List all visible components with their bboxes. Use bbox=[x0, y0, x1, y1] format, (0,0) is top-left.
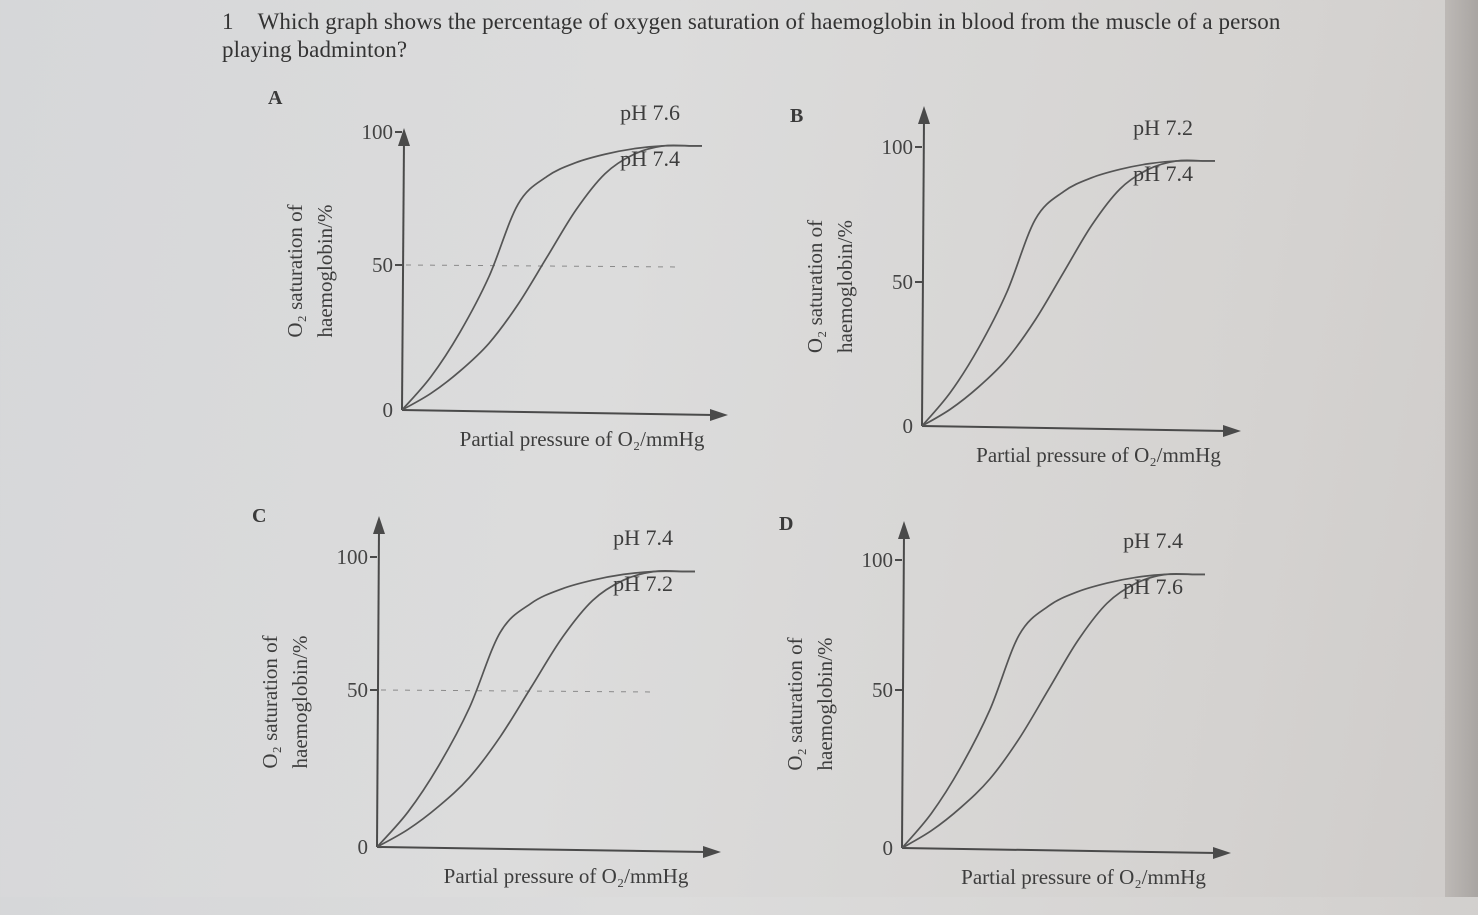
y-tick-label-50: 50 bbox=[347, 678, 368, 702]
y-tick-label-50: 50 bbox=[892, 270, 913, 294]
graph-svg: B 0 50 100 pH 7.2 pH 7.4 O₂ saturation of haemo… bbox=[790, 105, 1241, 467]
x-axis-arrow-icon bbox=[703, 846, 721, 858]
y-axis-arrow-icon bbox=[918, 106, 930, 124]
x-axis-arrow-icon bbox=[1213, 847, 1231, 859]
graph-svg: D 0 50 100 pH 7.4 pH 7.6 O₂ saturation of haemo… bbox=[779, 513, 1231, 889]
y-axis-title-line1: O₂ saturation of bbox=[258, 635, 282, 768]
curve-lower bbox=[921, 159, 1215, 427]
graph-option-c[interactable]: C 0 50 100 pH 7.4 pH 7.2 O₂ saturation of haemo… bbox=[240, 500, 760, 905]
curve-label-lower: pH 7.4 bbox=[620, 146, 680, 171]
x-axis bbox=[901, 847, 1218, 854]
curve-label-lower: pH 7.2 bbox=[613, 571, 673, 596]
y-tick-label-0: 0 bbox=[903, 414, 914, 438]
curve-label-upper: pH 7.2 bbox=[1133, 115, 1193, 140]
y-axis bbox=[901, 532, 905, 849]
y-axis-arrow-icon bbox=[898, 521, 910, 539]
curve-lower bbox=[401, 144, 702, 411]
question-text: 1 Which graph shows the percentage of oxy… bbox=[222, 8, 1302, 64]
graph-svg: C 0 50 100 pH 7.4 pH 7.2 O₂ saturation of haemo… bbox=[252, 505, 721, 888]
y-tick-label-50: 50 bbox=[372, 253, 393, 277]
x-axis-title: Partial pressure of O₂/mmHg bbox=[460, 427, 705, 451]
y-axis bbox=[376, 527, 380, 848]
curve-label-lower: pH 7.4 bbox=[1133, 161, 1193, 186]
x-axis-title: Partial pressure of O₂/mmHg bbox=[961, 865, 1206, 889]
y-tick-label-100: 100 bbox=[882, 135, 914, 159]
curve-upper bbox=[901, 573, 1205, 849]
panel-letter: D bbox=[779, 513, 793, 535]
y-axis-title-line1: O₂ saturation of bbox=[783, 637, 807, 770]
y-axis-title-line1: O₂ saturation of bbox=[283, 204, 307, 337]
graph-option-a[interactable]: A 0 50 100 pH 7.6 pH 7.4 O₂ saturation of haemo… bbox=[252, 82, 772, 487]
graph-svg: A 0 50 100 pH 7.6 pH 7.4 O₂ saturation of haemo… bbox=[268, 87, 728, 451]
panel-letter: A bbox=[268, 87, 283, 109]
y-tick-label-0: 0 bbox=[383, 398, 394, 422]
y-axis bbox=[401, 139, 405, 411]
y-tick-label-100: 100 bbox=[362, 120, 394, 144]
question-body: Which graph shows the percentage of oxyg… bbox=[222, 9, 1281, 62]
y-tick-label-100: 100 bbox=[862, 548, 894, 572]
y-axis-title-line2: haemoglobin/% bbox=[288, 636, 312, 769]
dashed-50-line bbox=[380, 689, 658, 693]
curve-lower bbox=[901, 572, 1205, 849]
curve-label-upper: pH 7.4 bbox=[613, 525, 673, 550]
x-axis bbox=[921, 425, 1228, 432]
graph-option-d[interactable]: D 0 50 100 pH 7.4 pH 7.6 O₂ saturation of haemo… bbox=[765, 510, 1285, 915]
x-axis bbox=[401, 409, 715, 416]
y-tick-label-50: 50 bbox=[872, 678, 893, 702]
x-axis bbox=[376, 846, 708, 853]
x-axis-title: Partial pressure of O₂/mmHg bbox=[976, 443, 1221, 467]
y-tick-label-0: 0 bbox=[883, 836, 894, 860]
curve-upper bbox=[921, 159, 1215, 427]
panel-letter: B bbox=[790, 105, 803, 127]
x-axis-title: Partial pressure of O₂/mmHg bbox=[444, 864, 689, 888]
x-axis-arrow-icon bbox=[710, 409, 728, 421]
curve-label-upper: pH 7.6 bbox=[620, 100, 680, 125]
y-axis bbox=[921, 117, 925, 427]
y-axis-arrow-icon bbox=[398, 128, 410, 146]
curve-label-upper: pH 7.4 bbox=[1123, 528, 1183, 553]
y-axis-title-line2: haemoglobin/% bbox=[313, 205, 337, 338]
y-axis-title-line2: haemoglobin/% bbox=[833, 220, 857, 353]
y-tick-label-0: 0 bbox=[358, 835, 369, 859]
curve-upper bbox=[376, 570, 695, 848]
y-axis-title-line2: haemoglobin/% bbox=[813, 638, 837, 771]
curve-label-lower: pH 7.6 bbox=[1123, 574, 1183, 599]
graph-option-b[interactable]: B 0 50 100 pH 7.2 pH 7.4 O₂ saturation of haemo… bbox=[770, 100, 1290, 505]
panel-letter: C bbox=[252, 505, 266, 527]
page-edge-shadow bbox=[1445, 0, 1478, 897]
question-number: 1 bbox=[222, 9, 234, 34]
y-axis-arrow-icon bbox=[373, 516, 385, 534]
curve-upper bbox=[401, 144, 702, 411]
curve-lower bbox=[376, 570, 695, 848]
x-axis-arrow-icon bbox=[1223, 425, 1241, 437]
y-tick-label-100: 100 bbox=[337, 545, 369, 569]
y-axis-title-line1: O₂ saturation of bbox=[803, 220, 827, 353]
dashed-50-line bbox=[405, 264, 683, 268]
